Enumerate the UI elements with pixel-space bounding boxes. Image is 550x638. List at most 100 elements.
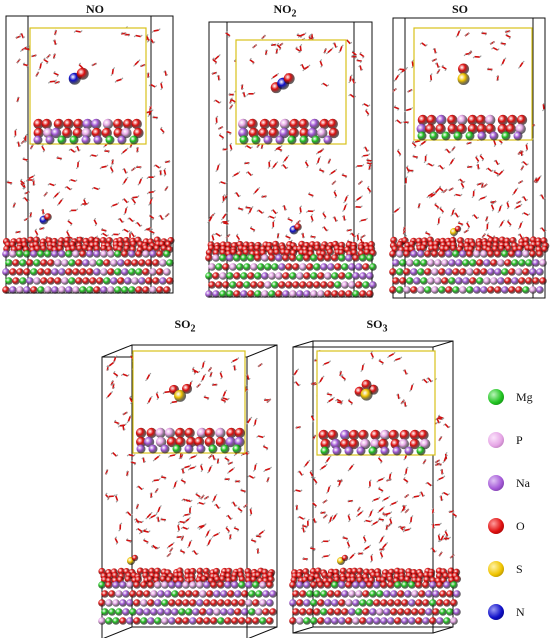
legend-label: Mg bbox=[516, 390, 533, 404]
atom-p bbox=[102, 118, 114, 130]
atom-mg bbox=[303, 617, 311, 625]
atom-mg bbox=[452, 250, 460, 258]
atom-mg bbox=[240, 272, 248, 280]
atom-mg bbox=[5, 259, 13, 267]
panel-title-no2: NO2 bbox=[255, 2, 315, 19]
atom-o bbox=[233, 272, 241, 280]
atom-o bbox=[334, 590, 342, 598]
atom-o bbox=[324, 290, 332, 298]
atom-na bbox=[275, 135, 285, 145]
atom-o bbox=[234, 427, 246, 439]
atom-o bbox=[324, 581, 332, 589]
atom-na bbox=[532, 259, 540, 267]
atom-o bbox=[72, 127, 84, 139]
atom-o bbox=[447, 123, 458, 135]
atom-o bbox=[299, 608, 307, 616]
atom-na bbox=[383, 608, 391, 616]
atom-p bbox=[289, 290, 297, 298]
atom-mg bbox=[310, 599, 318, 607]
atom-o bbox=[424, 250, 432, 258]
atom-o bbox=[345, 290, 353, 298]
atom-o bbox=[505, 123, 517, 135]
atom-p bbox=[155, 436, 167, 448]
atom-o bbox=[505, 244, 513, 253]
legend-label: Na bbox=[516, 476, 530, 490]
atom-o bbox=[296, 599, 304, 607]
atom-mg bbox=[511, 259, 519, 267]
atom-o bbox=[82, 277, 90, 285]
atom-o bbox=[480, 268, 488, 276]
atom-mg bbox=[154, 617, 162, 625]
atom-na bbox=[497, 277, 505, 285]
atom-o bbox=[446, 590, 454, 598]
atom-na bbox=[536, 268, 544, 276]
atom-o bbox=[210, 617, 218, 625]
atom-na bbox=[422, 617, 430, 625]
atom-o bbox=[327, 281, 335, 289]
atom-p bbox=[406, 259, 414, 267]
atom-na bbox=[168, 617, 176, 625]
atom-o bbox=[189, 599, 197, 607]
atom-na bbox=[410, 250, 418, 258]
atom-o bbox=[516, 114, 528, 126]
atom-na bbox=[203, 581, 211, 589]
atom-mg bbox=[219, 290, 227, 298]
atom-mg bbox=[112, 617, 120, 625]
atom-o bbox=[453, 575, 462, 583]
atom-o bbox=[160, 244, 168, 252]
atom-na bbox=[443, 581, 451, 589]
atom-mg bbox=[296, 254, 304, 262]
atom-o bbox=[101, 590, 109, 598]
atom-mg bbox=[408, 581, 416, 589]
atom-o bbox=[397, 608, 405, 616]
atom-p bbox=[121, 127, 132, 139]
atom-o bbox=[204, 427, 215, 439]
atom-o bbox=[494, 250, 502, 258]
atom-mg bbox=[247, 254, 255, 262]
atom-na bbox=[238, 127, 249, 139]
atom-o bbox=[317, 599, 325, 607]
atom-p bbox=[105, 599, 113, 607]
atom-na bbox=[477, 131, 487, 141]
atom-o bbox=[253, 244, 262, 252]
atom-na bbox=[51, 250, 59, 258]
atom-o bbox=[525, 277, 533, 285]
atom-mg bbox=[525, 259, 533, 267]
atom-o bbox=[378, 438, 389, 450]
atom-na bbox=[330, 438, 342, 450]
atom-o bbox=[447, 567, 455, 575]
atom-p bbox=[54, 259, 62, 267]
atom-o bbox=[409, 438, 420, 450]
atom-o bbox=[397, 590, 405, 598]
atom-na bbox=[220, 590, 228, 598]
atom-p bbox=[355, 590, 363, 598]
atom-p bbox=[81, 127, 93, 139]
panel-title-text: NO bbox=[273, 2, 292, 16]
zoom-inset bbox=[316, 350, 436, 456]
atom-na bbox=[220, 608, 228, 616]
panel-no2: NO2 bbox=[200, 0, 390, 305]
atom-o bbox=[425, 123, 436, 135]
atom-o bbox=[231, 599, 239, 607]
atom-mg bbox=[320, 608, 328, 616]
legend-item-mg: Mg bbox=[488, 388, 548, 410]
atom-mg bbox=[396, 286, 404, 294]
atom-na bbox=[429, 581, 437, 589]
atom-p bbox=[376, 608, 384, 616]
legend-item-o: O bbox=[488, 517, 548, 539]
atom-na bbox=[212, 290, 220, 298]
atom-o bbox=[403, 250, 411, 258]
atom-o bbox=[487, 286, 495, 294]
atom-p bbox=[431, 268, 439, 276]
atom-o bbox=[247, 272, 255, 280]
atom-mg bbox=[310, 254, 318, 262]
atom-o bbox=[185, 590, 193, 598]
atom-o bbox=[47, 259, 55, 267]
atom-o bbox=[310, 581, 318, 589]
atom-o bbox=[108, 590, 116, 598]
atom-mg bbox=[359, 599, 367, 607]
atom-o bbox=[76, 67, 89, 80]
atom-p bbox=[72, 250, 80, 258]
atom-p bbox=[515, 268, 523, 276]
atom-mg bbox=[406, 277, 414, 285]
